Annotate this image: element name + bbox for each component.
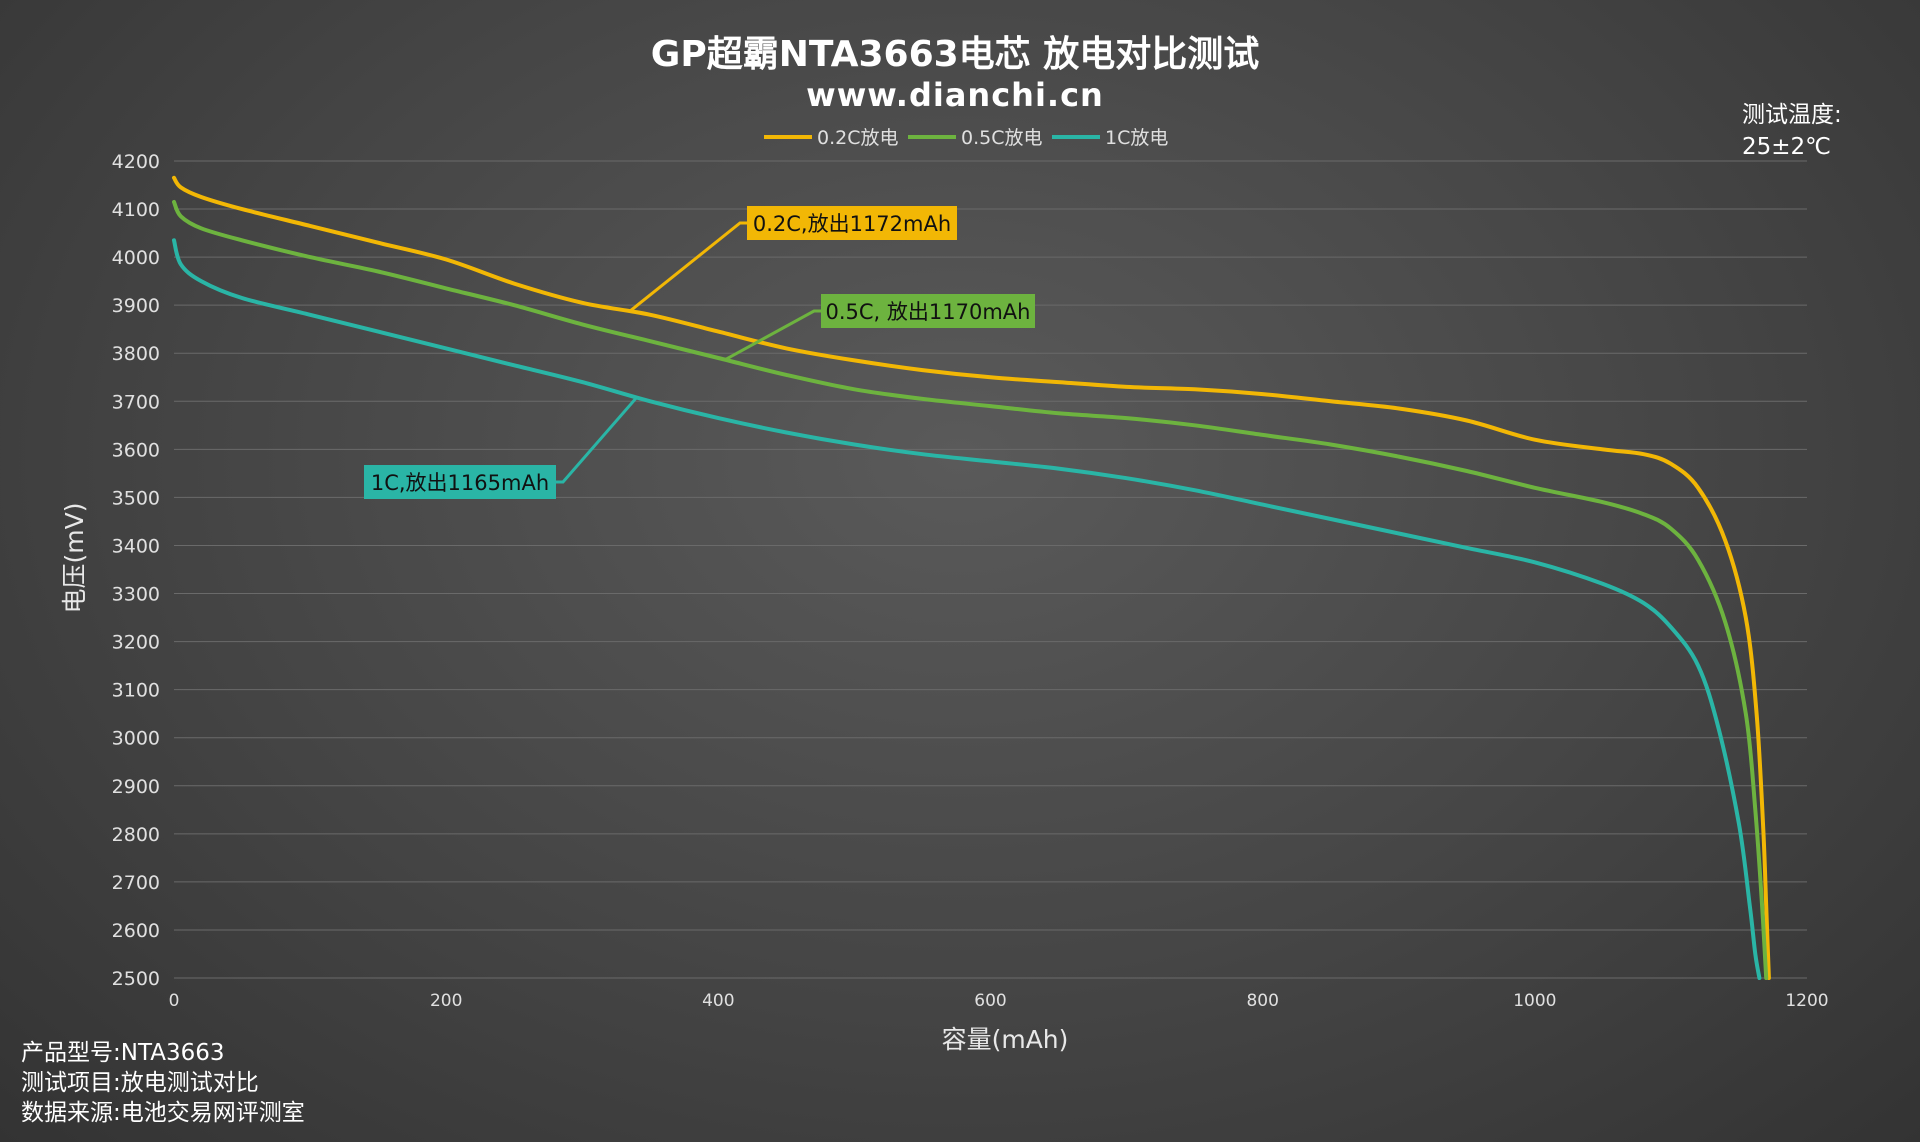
y-tick-label: 3400 (112, 535, 160, 557)
series-line-2 (172, 238, 1762, 980)
x-tick-label: 1000 (1513, 991, 1556, 1011)
x-tick-label: 200 (430, 991, 462, 1011)
annotation-box-0 (747, 206, 957, 240)
chart-title: GP超霸NTA3663电芯 放电对比测试 (651, 34, 1259, 75)
y-tick-label: 4000 (112, 247, 160, 269)
x-tick-label: 1200 (1785, 991, 1828, 1011)
y-tick-label: 3900 (112, 295, 160, 317)
y-tick-label: 3100 (112, 680, 160, 702)
x-axis-label: 容量(mAh) (942, 1025, 1069, 1054)
series-lines (172, 175, 1771, 980)
legend: 0.2C放电 0.5C放电 1C放电 (764, 127, 1168, 149)
info-source: 数据来源:电池交易网评测室 (21, 1100, 305, 1126)
x-tick-label: 600 (974, 991, 1006, 1011)
info-test-item: 测试项目:放电测试对比 (21, 1070, 259, 1096)
annotation-text-2: 1C,放出1165mAh (371, 471, 549, 495)
y-tick-label: 3800 (112, 343, 160, 365)
series-line-1 (172, 199, 1769, 980)
temperature-value: 25±2℃ (1742, 134, 1831, 160)
annotation-box-2 (364, 465, 556, 499)
info-product: 产品型号:NTA3663 (21, 1040, 225, 1066)
x-tick-label: 800 (1246, 991, 1278, 1011)
y-tick-label: 4200 (112, 151, 160, 173)
y-tick-label: 2500 (112, 968, 160, 990)
legend-label-2: 1C放电 (1105, 127, 1168, 149)
y-axis-ticks: 2500 2600 2700 2800 2900 3000 3100 3200 3300 3400… (112, 151, 160, 990)
y-tick-label: 2900 (112, 776, 160, 798)
legend-label-1: 0.5C放电 (961, 127, 1042, 149)
y-tick-label: 2800 (112, 824, 160, 846)
y-axis-label: 电压(mV) (60, 503, 89, 614)
y-tick-label: 3500 (112, 487, 160, 509)
legend-label-0: 0.2C放电 (817, 127, 898, 149)
chart-subtitle: www.dianchi.cn (806, 76, 1104, 114)
temperature-label: 测试温度: (1742, 102, 1842, 128)
x-axis-ticks: 0 200 400 600 800 1000 1200 (169, 991, 1829, 1011)
annotations: 0.2C,放出1172mAh 0.5C, 放出1170mAh 1C,放出1165mA… (364, 206, 1035, 499)
y-tick-label: 3000 (112, 728, 160, 750)
y-tick-label: 3300 (112, 584, 160, 606)
y-tick-label: 2600 (112, 920, 160, 942)
series-line-0 (172, 175, 1771, 980)
x-tick-label: 400 (702, 991, 734, 1011)
x-tick-label: 0 (169, 991, 180, 1011)
annotation-leader-0 (628, 221, 747, 313)
annotation-box-1 (821, 294, 1035, 328)
annotation-text-1: 0.5C, 放出1170mAh (826, 300, 1031, 324)
y-tick-label: 2700 (112, 872, 160, 894)
y-tick-label: 3700 (112, 391, 160, 413)
annotation-leader-1 (724, 309, 821, 362)
annotation-text-0: 0.2C,放出1172mAh (753, 212, 951, 236)
y-tick-label: 4100 (112, 199, 160, 221)
y-tick-label: 3200 (112, 632, 160, 654)
annotation-leader-2 (556, 396, 638, 484)
y-tick-label: 3600 (112, 439, 160, 461)
